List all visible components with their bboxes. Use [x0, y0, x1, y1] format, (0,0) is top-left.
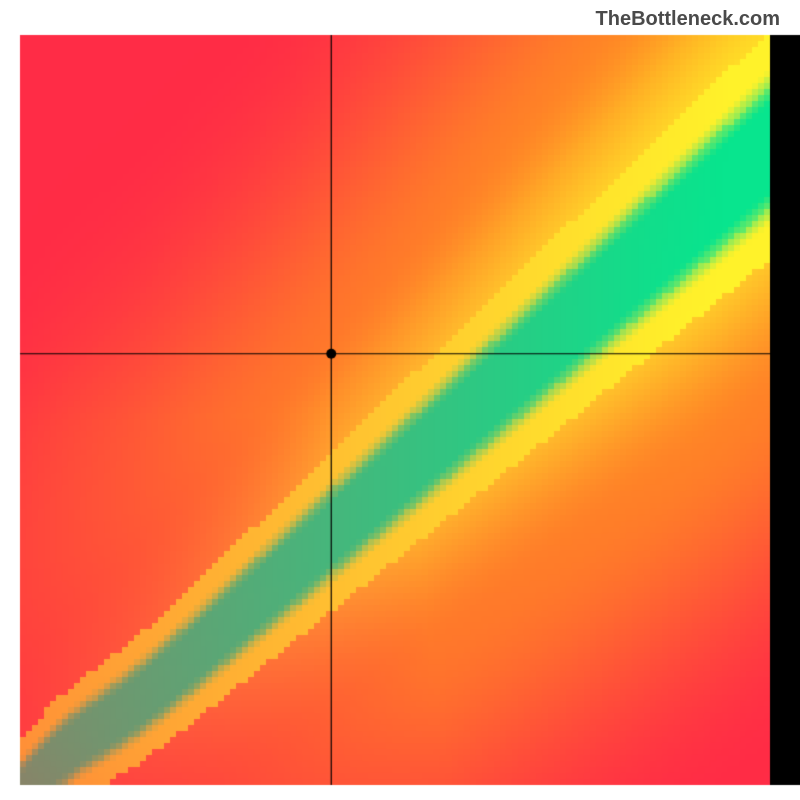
heatmap-canvas: [0, 0, 800, 800]
chart-container: TheBottleneck.com: [0, 0, 800, 800]
